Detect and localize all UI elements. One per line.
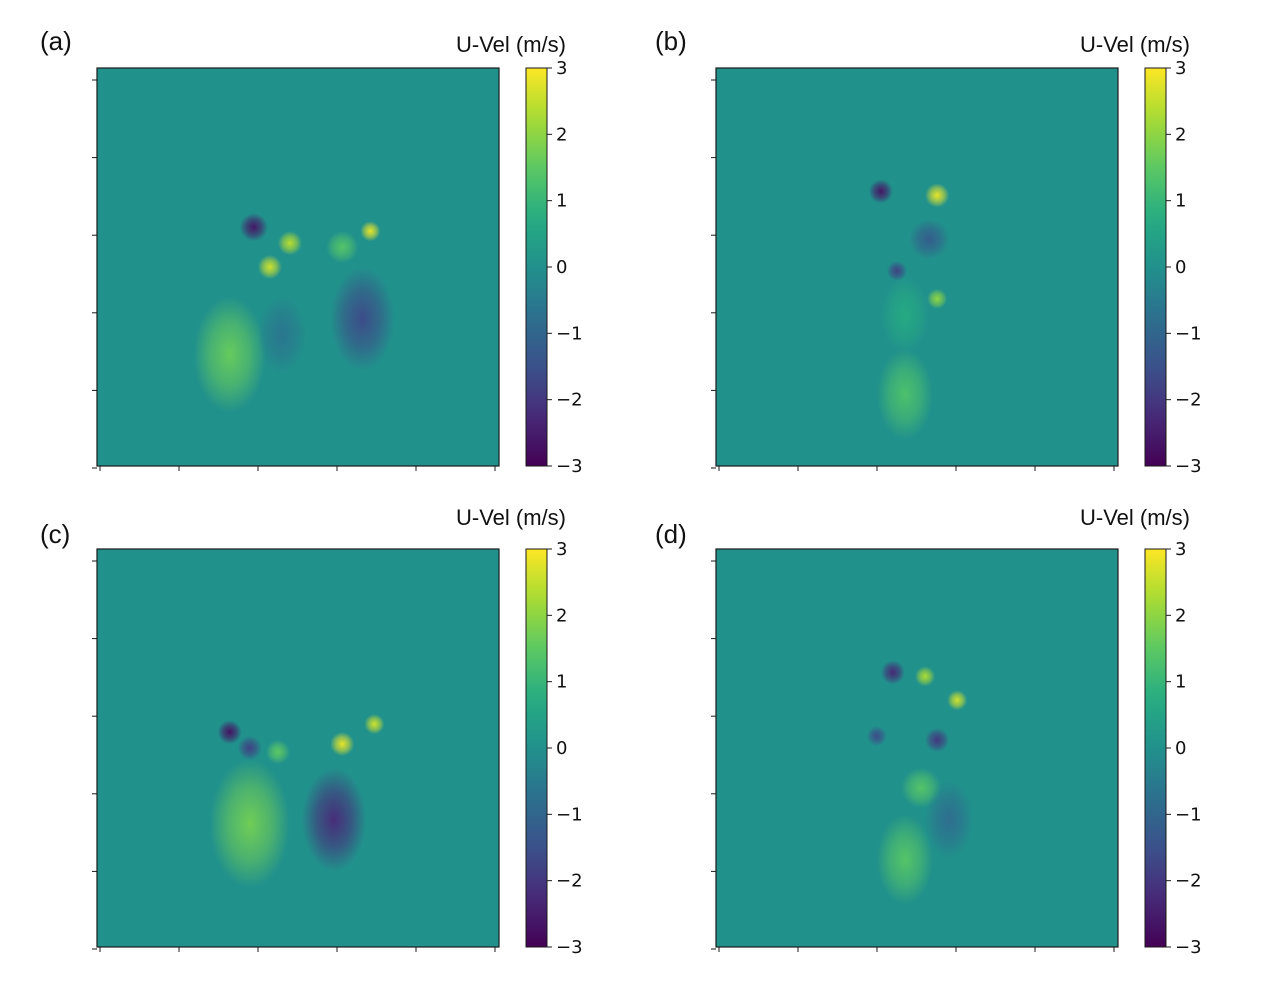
colorbar (525, 67, 548, 467)
heatmap-feature (914, 666, 936, 687)
heatmap-feature (908, 219, 950, 260)
heatmap-background (97, 549, 499, 947)
panel-d: (d) U-Vel (m/s) 3 2 1 0 −1 −2 −3 (619, 481, 1257, 981)
colorbar-tick-label: 3 (1175, 58, 1186, 79)
heatmap-feature (239, 213, 268, 242)
panel-label: (a) (40, 26, 72, 56)
colorbar-tick-label: −3 (556, 456, 583, 477)
heatmap-feature (330, 731, 355, 757)
panel-b: (b) U-Vel (m/s) 3 2 1 0 −1 −2 −3 (619, 0, 1257, 500)
panel-a: (a) U-Vel (m/s) 3 2 1 0 −1 −2 −3 (0, 0, 638, 500)
colorbar-tick-label: −3 (1175, 937, 1202, 958)
colorbar-title: U-Vel (m/s) (1080, 505, 1190, 530)
colorbar-tick-label: −1 (556, 323, 583, 344)
colorbar (1144, 548, 1167, 948)
panel-c: (c) U-Vel (m/s) 3 2 1 0 −1 −2 −3 (0, 481, 638, 981)
panel-label: (c) (40, 519, 71, 549)
colorbar-tick-label: −1 (1175, 323, 1202, 344)
colorbar-title: U-Vel (m/s) (456, 505, 566, 530)
colorbar-tick-label: 0 (1175, 257, 1186, 278)
heatmap-feature (925, 727, 950, 753)
heatmap-feature (237, 735, 262, 761)
chart-a: 3 2 1 0 −1 −2 −3 (92, 58, 583, 477)
heatmap-feature (277, 231, 303, 256)
colorbar-tick-label: −3 (1175, 456, 1202, 477)
heatmap-feature (360, 221, 381, 242)
colorbar-tick-label: −2 (556, 871, 583, 892)
heatmap-feature (866, 726, 887, 747)
heatmap-feature (257, 254, 282, 280)
heatmap-feature (209, 759, 290, 888)
heatmap-feature (868, 179, 893, 204)
colorbar-tick-label: −2 (556, 390, 583, 411)
colorbar (525, 548, 548, 948)
colorbar-tick-label: −1 (1175, 804, 1202, 825)
colorbar-tick-label: 1 (556, 191, 567, 212)
heatmap-feature (880, 660, 905, 685)
chart-b: 3 2 1 0 −1 −2 −3 (711, 58, 1202, 477)
colorbar-tick-label: 3 (1175, 539, 1186, 560)
colorbar-tick-label: 2 (1175, 605, 1186, 626)
colorbar-tick-label: −1 (556, 804, 583, 825)
heatmap-feature (947, 690, 968, 711)
panel-label: (b) (655, 26, 687, 56)
heatmap-feature (880, 276, 930, 354)
plot-frame (715, 67, 1119, 467)
heatmap-background (97, 68, 499, 466)
colorbar-tick-label: −2 (1175, 871, 1202, 892)
heatmap-feature (364, 714, 385, 735)
colorbar-tick-label: 2 (556, 124, 567, 145)
heatmap-feature (886, 260, 907, 282)
colorbar-tick-label: 3 (556, 539, 567, 560)
colorbar-tick-label: −3 (556, 937, 583, 958)
colorbar-tick-label: 0 (1175, 738, 1186, 759)
heatmap-feature (876, 349, 934, 440)
heatmap-feature (927, 288, 948, 309)
colorbar-tick-label: 0 (556, 257, 567, 278)
chart-c: 3 2 1 0 −1 −2 −3 (92, 539, 583, 958)
colorbar-tick-label: 0 (556, 738, 567, 759)
plot-frame (96, 548, 500, 948)
colorbar-tick-label: −2 (1175, 390, 1202, 411)
chart-d: 3 2 1 0 −1 −2 −3 (711, 539, 1202, 958)
colorbar-tick-label: 1 (1175, 672, 1186, 693)
plot-frame (96, 67, 500, 467)
colorbar (1144, 67, 1167, 467)
heatmap-feature (302, 768, 367, 872)
heatmap-feature (876, 814, 934, 905)
plot-frame (715, 548, 1119, 948)
colorbar-tick-label: 2 (556, 605, 567, 626)
colorbar-tick-label: 1 (556, 672, 567, 693)
heatmap-feature (330, 267, 395, 371)
heatmap-feature (257, 296, 307, 374)
colorbar-tick-label: 1 (1175, 191, 1186, 212)
colorbar-tick-label: 3 (556, 58, 567, 79)
heatmap-feature (326, 231, 359, 264)
heatmap-feature (925, 781, 974, 859)
colorbar-title: U-Vel (m/s) (456, 32, 566, 57)
heatmap-feature (925, 183, 950, 208)
heatmap-feature (217, 720, 242, 745)
colorbar-tick-label: 2 (1175, 124, 1186, 145)
colorbar-title: U-Vel (m/s) (1080, 32, 1190, 57)
heatmap-feature (265, 739, 290, 765)
panel-label: (d) (655, 519, 687, 549)
heatmap-feature (193, 296, 266, 413)
